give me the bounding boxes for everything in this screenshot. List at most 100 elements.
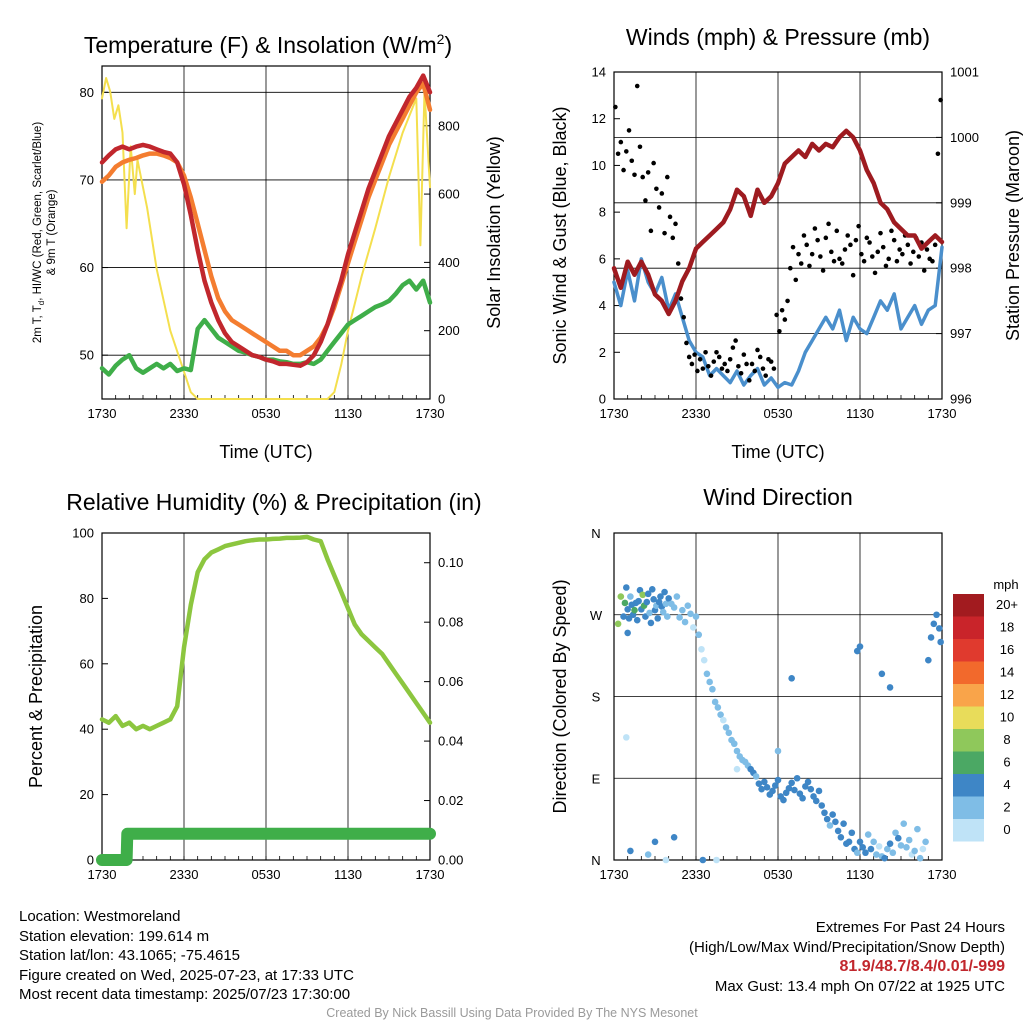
temp-panel-x-tick-label: 0530 <box>252 406 281 421</box>
direction-point <box>617 593 625 600</box>
gust-point <box>626 128 632 133</box>
gust-point <box>807 263 812 269</box>
direction-point <box>927 634 935 641</box>
dir-panel-title: Wind Direction <box>703 484 853 510</box>
direction-point <box>662 600 670 608</box>
gust-point <box>774 312 779 318</box>
gust-point <box>675 261 681 266</box>
gust-point <box>935 151 941 157</box>
gust-point <box>749 361 755 367</box>
rh-panel-y2-tick-label: 0.10 <box>438 555 463 570</box>
gust-point <box>651 160 656 166</box>
gust-point <box>771 366 777 371</box>
gust-point <box>747 378 752 383</box>
direction-point <box>673 593 681 600</box>
direction-point <box>774 776 782 784</box>
wind-panel-y2label: Station Pressure (Maroon) <box>1003 130 1023 341</box>
direction-point <box>815 787 823 795</box>
gust-point <box>613 104 618 110</box>
wind-panel-y-tick-label: 6 <box>599 251 606 266</box>
gust-point <box>711 359 717 364</box>
direction-point <box>780 796 787 804</box>
direction-point <box>650 596 657 603</box>
gust-point <box>667 214 673 220</box>
direction-point <box>884 845 891 853</box>
temp-panel-axes: 1730 2330 0530 1130 1730 <box>88 65 444 421</box>
direction-point <box>725 729 733 737</box>
direction-point <box>922 838 929 846</box>
wind-panel-y2-ticks: 996 997 998 999 1000 1001 <box>936 65 979 407</box>
dir-panel-x-tick-label: 0530 <box>764 867 793 882</box>
gust-point <box>779 307 785 313</box>
wind-panel-y2-tick-label: 1000 <box>950 130 979 145</box>
gust-point <box>738 371 744 376</box>
wind-panel-y2-tick-label: 996 <box>950 392 972 407</box>
direction-point <box>763 784 771 791</box>
direction-point <box>856 643 864 650</box>
direction-point <box>676 614 683 621</box>
direction-point <box>627 593 634 600</box>
direction-point <box>859 843 867 851</box>
wind-panel-y-tick-label: 2 <box>599 345 606 360</box>
direction-point <box>905 836 913 844</box>
direction-point <box>670 604 678 611</box>
gust-point <box>872 270 878 276</box>
direction-point <box>878 670 886 678</box>
gust-point <box>938 97 943 103</box>
gust-point <box>706 364 711 369</box>
gust-point <box>708 373 714 378</box>
temp-panel-y-tick-label: 50 <box>80 348 94 363</box>
gust-point <box>714 349 719 355</box>
wind-panel-y-ticks: 0 2 4 6 8 10 12 14 <box>592 65 620 407</box>
direction-point <box>703 670 711 678</box>
elevation-text: Station elevation: 199.614 m <box>19 927 210 945</box>
colorbar-label: 16 <box>1000 642 1014 657</box>
direction-point <box>657 593 664 600</box>
gust-point <box>640 174 645 180</box>
direction-point <box>624 606 631 613</box>
gust-point <box>801 233 807 238</box>
gust-point <box>878 230 883 236</box>
direction-point <box>761 778 768 786</box>
gust-point <box>853 237 859 243</box>
direction-point <box>722 724 730 731</box>
rh-panel-y2-tick-label: 0.08 <box>438 615 463 630</box>
direction-point <box>665 595 672 602</box>
temp-panel-x-tick-label: 1130 <box>334 406 362 421</box>
relative-humidity-line <box>99 534 433 732</box>
station-pressure-line <box>611 128 945 317</box>
temp-panel-x-tick-label: 2330 <box>170 406 199 421</box>
direction-point <box>755 780 763 787</box>
temp-panel-y2-tick-label: 200 <box>438 323 460 338</box>
temp-panel-y-tick-label: 70 <box>80 172 94 187</box>
wind-panel-y2-tick-label: 1001 <box>950 65 979 80</box>
gust-point <box>744 361 749 367</box>
gust-point <box>916 254 922 259</box>
rh-panel-y2-ticks: 0.00 0.02 0.04 0.06 0.08 0.10 <box>424 555 463 868</box>
gust-point <box>629 158 635 164</box>
dir-panel-x-tick-label: 2330 <box>682 867 711 882</box>
gust-point <box>763 373 768 378</box>
temp-panel-y-tick-label: 60 <box>80 260 94 275</box>
gust-point <box>752 368 758 374</box>
rh-panel-x-tick-label: 2330 <box>170 867 199 882</box>
temp-panel-y2label: Solar Insolation (Yellow) <box>484 136 504 328</box>
gust-point <box>637 144 643 150</box>
dir-panel-ylabel: Direction (Colored By Speed) <box>550 579 570 813</box>
temp-9m-line <box>99 81 433 358</box>
direction-point <box>785 784 793 792</box>
gust-point <box>645 170 651 175</box>
gust-point <box>722 361 727 367</box>
rh-panel-title: Relative Humidity (%) & Precipitation (i… <box>66 489 481 515</box>
gust-point <box>850 272 856 278</box>
gust-point <box>662 230 667 236</box>
direction-point <box>679 606 686 614</box>
direction-point <box>651 838 659 846</box>
wind-panel-ylabel: Sonic Wind & Gust (Blue, Black) <box>550 106 570 364</box>
dir-panel-axes: 1730 2330 0530 1130 1730 <box>600 532 956 882</box>
gust-point <box>782 317 788 322</box>
direction-point <box>670 833 678 841</box>
direction-point <box>681 618 689 626</box>
direction-point <box>714 704 722 711</box>
direction-point <box>623 734 630 741</box>
